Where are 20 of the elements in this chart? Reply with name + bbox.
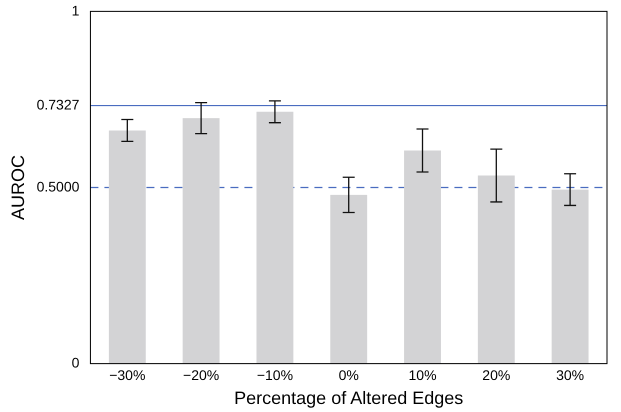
x-tick-label: 0% [338, 366, 359, 383]
x-tick-label: −30% [109, 366, 146, 383]
bar [182, 118, 220, 364]
y-tick-label: 0 [72, 354, 80, 370]
x-tick-label: 30% [556, 366, 584, 383]
y-axis-title: AUROC [8, 154, 28, 220]
y-tick-label: 0.5000 [36, 178, 80, 194]
x-tick-label: 10% [408, 366, 437, 383]
x-axis-title: Percentage of Altered Edges [234, 388, 464, 408]
x-tick-label: −20% [183, 366, 220, 383]
bar [552, 190, 589, 364]
x-tick-label: −10% [256, 366, 294, 383]
bar [256, 112, 294, 364]
y-tick-label: 0.7327 [36, 96, 80, 112]
y-tick-label: 1 [72, 2, 80, 18]
bar [478, 176, 515, 364]
bar [404, 150, 441, 364]
x-tick-label: 20% [482, 366, 510, 383]
bar [108, 130, 146, 364]
bar [330, 194, 368, 364]
